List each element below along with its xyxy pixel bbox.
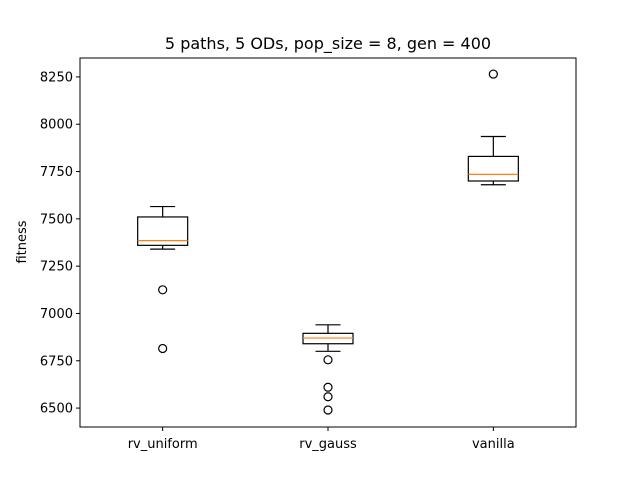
outlier-point [488, 69, 498, 79]
axes-frame [79, 57, 577, 428]
plot-area: 6500 6750 7000 7250 7500 7750 8000 8250 rv_unifo… [40, 69, 519, 452]
y-tick-label: 7250 [40, 260, 73, 275]
y-tick-label: 8250 [40, 70, 73, 85]
outlier-point [323, 382, 333, 392]
y-axis-label: fitness [15, 220, 30, 263]
outlier-point [323, 355, 333, 365]
outlier-point [323, 392, 333, 402]
outlier-point [158, 285, 168, 295]
outlier-point [323, 405, 333, 415]
x-tick-label: rv_uniform [128, 437, 198, 452]
y-tick-label: 8000 [40, 118, 73, 133]
y-tick-label: 7000 [40, 307, 73, 322]
outlier-point [158, 343, 168, 354]
y-tick-label: 6500 [40, 402, 73, 417]
chart-title: 5 paths, 5 ODs, pop_size = 8, gen = 400 [165, 34, 491, 54]
box [137, 216, 189, 246]
y-tick-label: 7750 [40, 165, 73, 180]
box [467, 155, 519, 182]
y-tick-label: 6750 [40, 354, 73, 369]
x-tick-label: rv_gauss [299, 437, 357, 452]
x-tick-label: vanilla [472, 437, 515, 452]
y-tick-label: 7500 [40, 212, 73, 227]
